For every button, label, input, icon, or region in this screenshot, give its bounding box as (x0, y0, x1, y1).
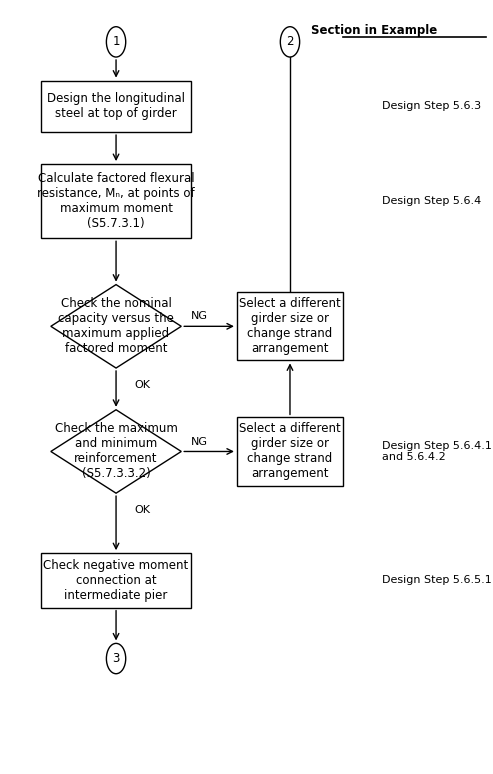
Bar (41, 164, 191, 238)
Text: Check the maximum
and minimum
reinforcement
(S5.7.3.3.2): Check the maximum and minimum reinforcem… (55, 423, 177, 481)
Bar (41, 553, 191, 608)
Text: Design Step 5.6.4.1
and 5.6.4.2: Design Step 5.6.4.1 and 5.6.4.2 (382, 440, 492, 462)
Text: 1: 1 (112, 36, 120, 48)
Text: Section in Example: Section in Example (311, 25, 437, 37)
Text: Select a different
girder size or
change strand
arrangement: Select a different girder size or change… (239, 423, 341, 481)
Text: OK: OK (135, 505, 151, 515)
Text: Design Step 5.6.4: Design Step 5.6.4 (382, 196, 481, 206)
Text: Select a different
girder size or
change strand
arrangement: Select a different girder size or change… (239, 297, 341, 355)
Text: Design the longitudinal
steel at top of girder: Design the longitudinal steel at top of … (47, 92, 185, 120)
Text: NG: NG (191, 311, 208, 321)
Text: 3: 3 (112, 652, 120, 665)
Bar (41, 80, 191, 132)
Text: Calculate factored flexural
resistance, Mₙ, at points of
maximum moment
(S5.7.3.: Calculate factored flexural resistance, … (37, 172, 195, 230)
Bar (237, 293, 343, 361)
Text: Check the nominal
capacity versus the
maximum applied
factored moment: Check the nominal capacity versus the ma… (58, 297, 174, 355)
Text: 2: 2 (286, 36, 294, 48)
Text: Design Step 5.6.3: Design Step 5.6.3 (382, 101, 481, 111)
Text: Design Step 5.6.5.1: Design Step 5.6.5.1 (382, 575, 492, 585)
Text: OK: OK (135, 380, 151, 390)
Bar (237, 417, 343, 485)
Text: NG: NG (191, 437, 208, 447)
Text: Check negative moment
connection at
intermediate pier: Check negative moment connection at inte… (43, 559, 189, 602)
